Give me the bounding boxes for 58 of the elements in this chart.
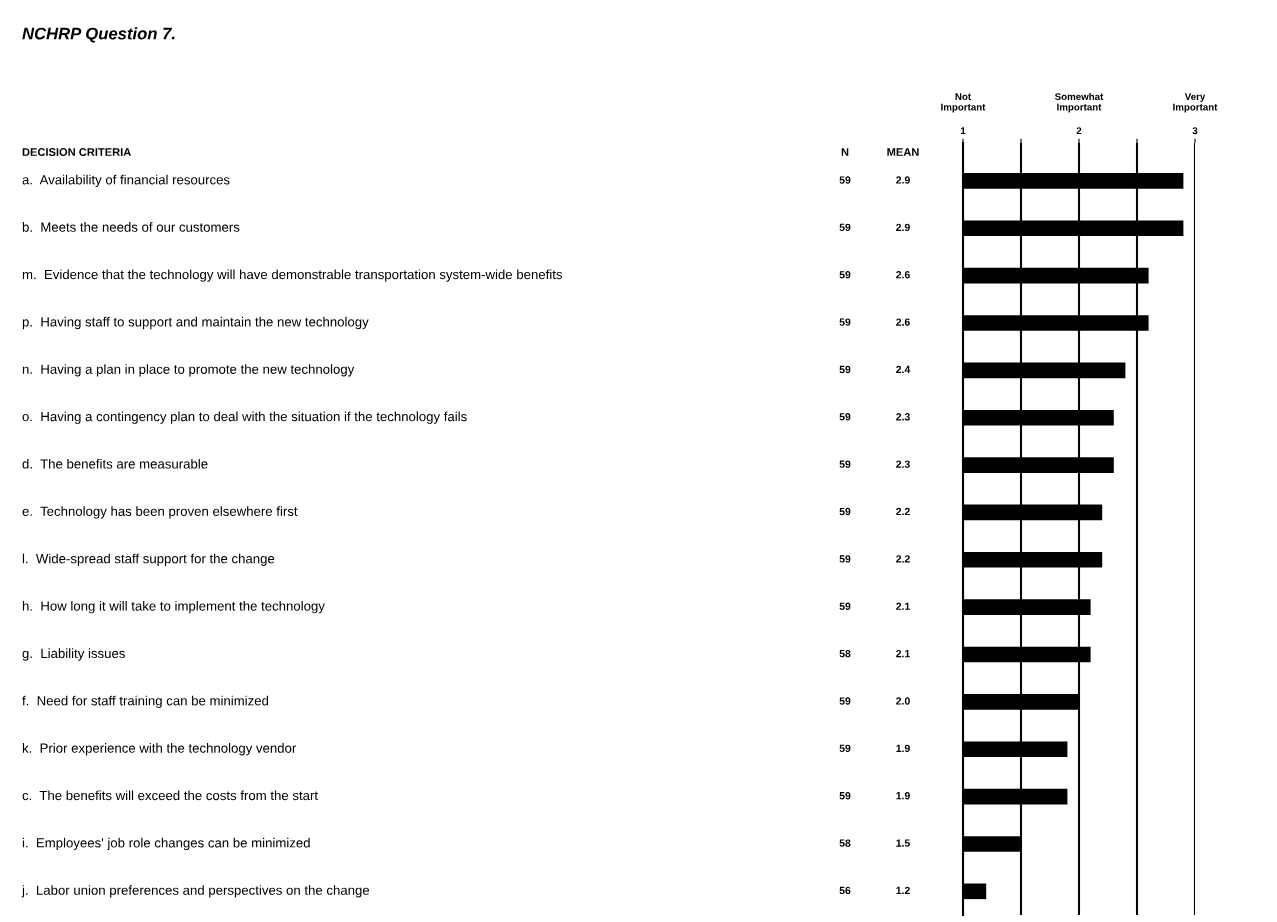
y2-tick-label: 59 xyxy=(839,507,851,516)
data-label: 1.9 xyxy=(896,792,910,800)
data-label: 2.3 xyxy=(896,413,910,421)
y-tick-label: h. How long it will take to implement the technology xyxy=(22,601,325,614)
y2-tick-label: 59 xyxy=(839,318,851,326)
y-tick-label: k. Prior experience with the technology vendor xyxy=(22,743,297,756)
y-tick-label: p. Having staff to support and maintain the new technology xyxy=(22,316,369,330)
y-tick-label: l. Wide-spread staff support for the change xyxy=(22,553,275,566)
text: Very Important xyxy=(1173,93,1218,113)
y-tick-label: b. Meets the needs of our customers xyxy=(22,222,240,232)
y2-tick-label: 59 xyxy=(839,744,851,753)
data-label: 2.1 xyxy=(896,602,910,610)
y2-tick-label: 59 xyxy=(839,697,851,705)
y2-tick-label: 58 xyxy=(839,839,851,847)
y-tick-label: j. Labor union preferences and perspectives on the change xyxy=(21,885,370,898)
data-label: 2.2 xyxy=(896,555,910,563)
data-label: 1.9 xyxy=(896,744,910,753)
text: Not Important xyxy=(941,93,986,113)
text: MEAN xyxy=(887,148,919,156)
y-tick-label: e. Technology has been proven elsewhere first xyxy=(22,506,298,519)
y-tick-label: g. Liability issues xyxy=(22,648,125,661)
y2-tick-label: 59 xyxy=(839,223,851,232)
y2-tick-label: 59 xyxy=(839,602,851,610)
data-label: 1.5 xyxy=(896,839,910,847)
text: NCHRP Question 7. xyxy=(22,27,175,43)
data-label: 2.9 xyxy=(896,176,910,184)
y-tick-label: d. The benefits are measurable xyxy=(22,458,208,469)
y2-axis-title: N xyxy=(841,148,849,156)
y2-tick-label: 59 xyxy=(839,413,851,421)
data-label: 2.2 xyxy=(896,507,910,516)
data-label: 2.6 xyxy=(896,271,910,279)
y2-tick-label: 59 xyxy=(839,365,851,374)
x2-tick-label: 1 xyxy=(960,127,966,135)
y2-tick-label: 59 xyxy=(839,271,851,279)
y-tick-label: f. Need for staff training can be minimized xyxy=(22,695,269,709)
text: Somewhat Important xyxy=(1054,92,1104,113)
y2-tick-label: 59 xyxy=(839,792,851,800)
data-label: 1.2 xyxy=(896,886,910,895)
y-tick-label: i. Employees' job role changes can be minimized xyxy=(22,837,310,851)
data-label: 2.4 xyxy=(896,365,911,374)
data-label: 2.9 xyxy=(896,223,910,232)
x2-tick-label: 3 xyxy=(1192,127,1198,135)
y-tick-label: a. Availability of financial resources xyxy=(22,174,230,188)
x2-tick-label: 2 xyxy=(1076,127,1082,135)
data-label: 2.0 xyxy=(896,697,910,705)
y2-tick-label: 59 xyxy=(839,460,851,468)
y2-tick-label: 56 xyxy=(839,886,851,895)
data-label: 2.1 xyxy=(896,649,910,658)
data-label: 2.6 xyxy=(896,318,910,326)
y-tick-label: m. Evidence that the technology will have demonstrable transportation system-wide benefits xyxy=(22,269,563,282)
data-label: 2.3 xyxy=(896,460,910,468)
y-tick-label: n. Having a plan in place to promote the new technology xyxy=(22,364,355,377)
y2-tick-label: 59 xyxy=(839,176,851,184)
y2-tick-label: 58 xyxy=(839,649,851,658)
y2-tick-label: 59 xyxy=(839,555,851,563)
y-axis-title: DECISION CRITERIA xyxy=(22,148,131,156)
y-tick-label: o. Having a contingency plan to deal with the situation if the technology fails xyxy=(22,411,467,424)
y-tick-label: c. The benefits will exceed the costs from the start xyxy=(22,790,318,801)
